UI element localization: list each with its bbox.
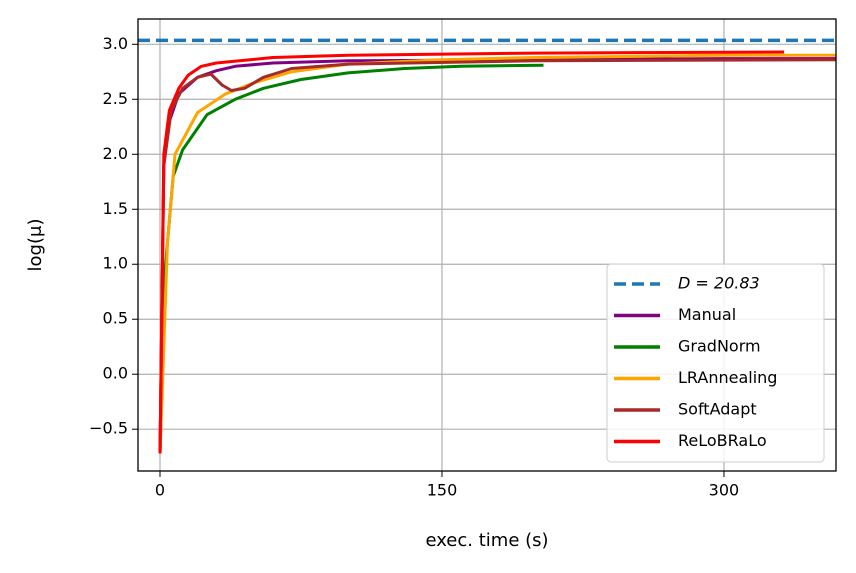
y-tick-label: 1.0 <box>103 254 128 273</box>
y-tick-label: 3.0 <box>103 34 128 53</box>
y-axis-label: log(μ) <box>25 219 46 272</box>
series-line <box>158 63 544 454</box>
legend-label: LRAnnealing <box>678 368 777 387</box>
y-tick-label: 2.5 <box>103 89 128 108</box>
y-tick-label: 0.0 <box>103 364 128 383</box>
lines-layer <box>138 38 836 454</box>
legend-label: GradNorm <box>678 337 761 356</box>
y-tick-label: −0.5 <box>89 419 128 438</box>
y-tick-label: 2.0 <box>103 144 128 163</box>
legend-box <box>606 263 825 463</box>
grid-layer <box>138 19 836 471</box>
legend-label: SoftAdapt <box>678 400 757 419</box>
series-line <box>158 50 785 454</box>
legend-label: Manual <box>678 305 736 324</box>
legend: D = 20.83 Manual GradNorm LRAnnealing SoftAd… <box>606 263 825 463</box>
series-line <box>158 53 836 454</box>
ticks-layer: 0 150 300 −0.5 0.0 0.5 1.0 1.5 2.0 2.5 3.0 <box>89 34 739 500</box>
x-axis-label: exec. time (s) <box>425 530 548 551</box>
y-tick-label: 1.5 <box>103 199 128 218</box>
x-tick-label: 300 <box>709 481 740 500</box>
x-tick-label: 0 <box>155 481 165 500</box>
legend-label: ReLoBRaLo <box>678 431 767 450</box>
legend-label: D = 20.83 <box>678 274 760 293</box>
x-tick-label: 150 <box>427 481 458 500</box>
series-line <box>158 58 836 454</box>
plot-frame <box>137 18 837 472</box>
y-tick-label: 0.5 <box>103 309 128 328</box>
